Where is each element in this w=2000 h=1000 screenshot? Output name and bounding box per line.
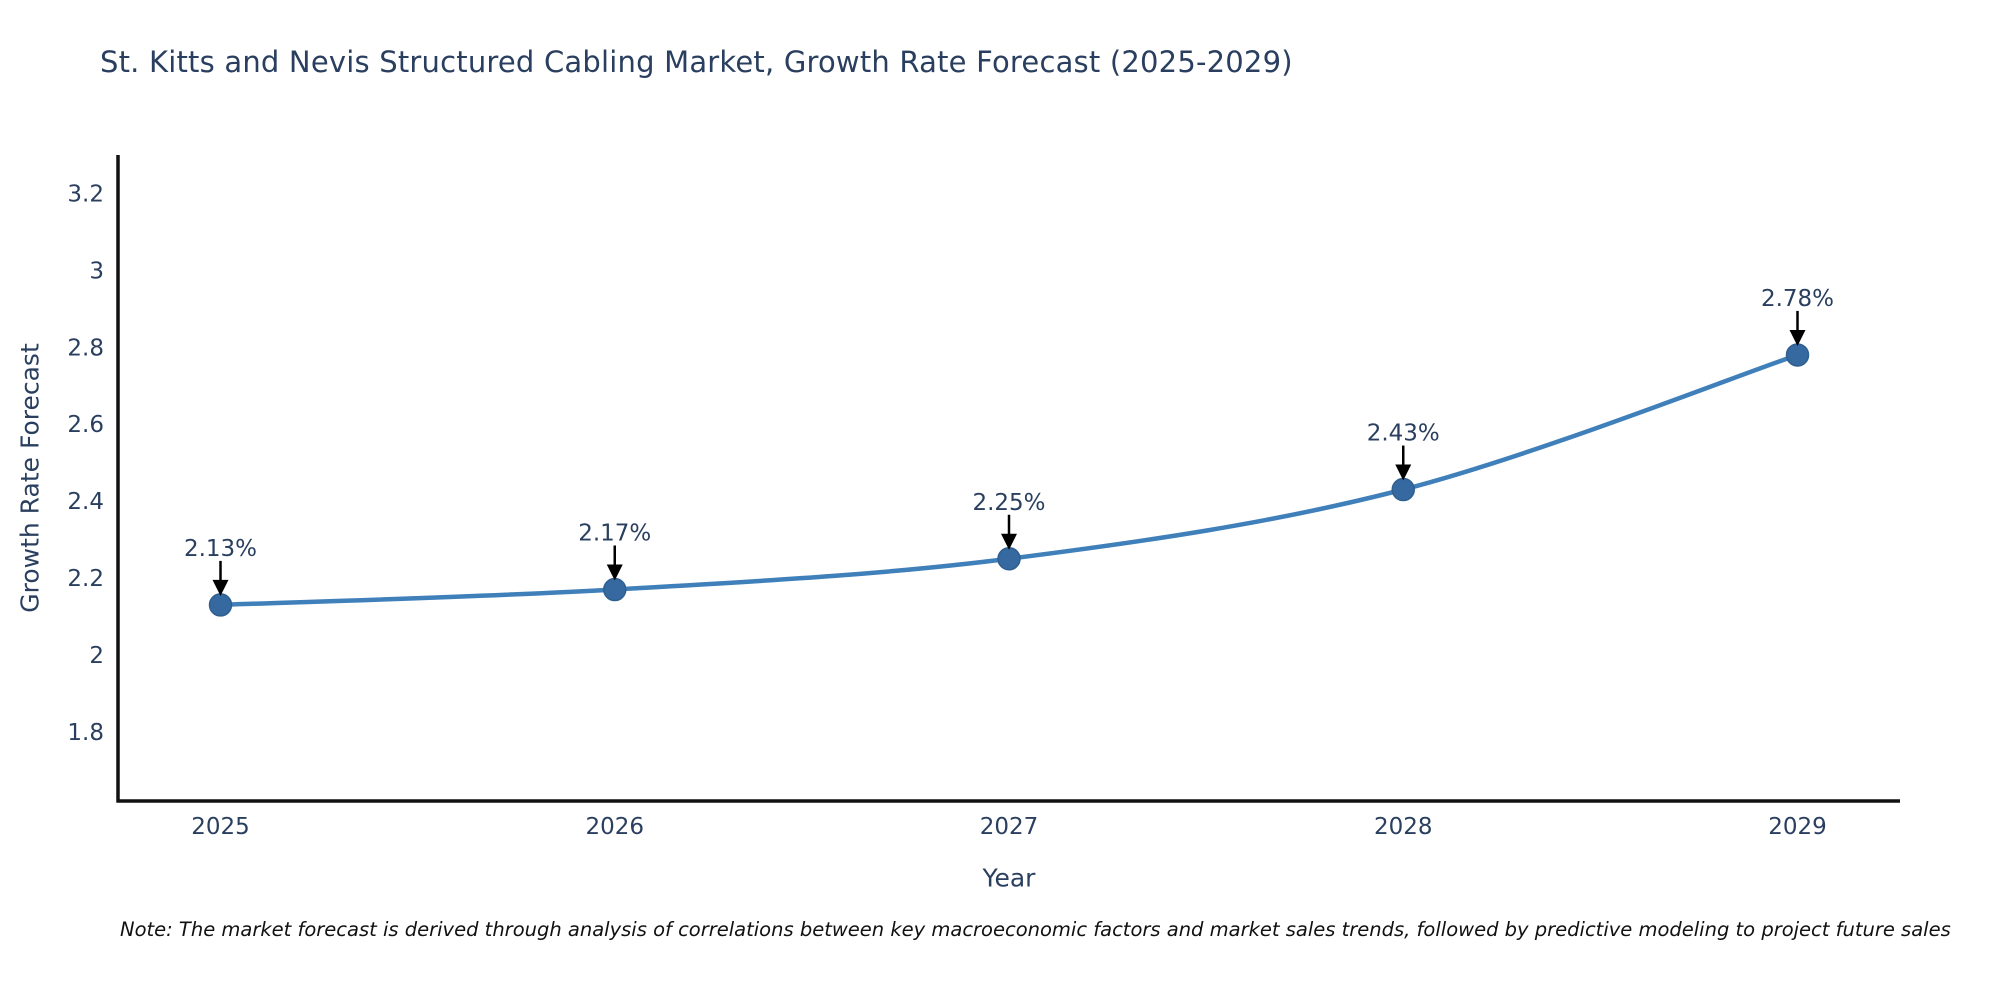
y-tick-label: 3 [89,258,104,284]
y-tick-label: 1.8 [67,720,104,746]
y-tick-label: 2.8 [67,335,104,361]
x-tick-label: 2028 [1374,814,1433,840]
data-point-marker [1391,477,1415,502]
x-tick-label: 2026 [585,814,644,840]
x-axis-title: Year [982,863,1036,893]
footnote: Note: The market forecast is derived thr… [120,918,1951,941]
point-annotation-label: 2.13% [184,536,257,562]
annotation-arrowhead-icon [1001,533,1017,550]
y-tick-label: 2.6 [67,412,104,438]
point-annotation-label: 2.17% [578,521,651,547]
chart-title: St. Kitts and Nevis Structured Cabling M… [100,45,1293,79]
x-tick-label: 2025 [191,814,250,840]
data-point-marker [208,593,233,617]
data-point-marker [603,577,627,602]
x-tick-label: 2029 [1768,814,1827,840]
annotation-arrowhead-icon [606,564,623,581]
y-tick-label: 3.2 [67,181,104,207]
point-annotation-label: 2.78% [1761,286,1834,312]
y-tick-label: 2 [89,643,104,669]
x-tick-label: 2027 [980,814,1039,840]
point-annotation-label: 2.25% [972,490,1045,516]
data-point-marker [997,547,1021,571]
annotation-arrowhead-icon [1789,329,1806,346]
y-tick-label: 2.4 [67,489,104,515]
y-tick-label: 2.2 [67,566,104,592]
point-annotation-label: 2.43% [1367,421,1440,447]
data-point-marker [1785,343,1810,367]
annotation-arrowhead-icon [1395,464,1412,481]
annotation-arrowhead-icon [212,579,229,596]
